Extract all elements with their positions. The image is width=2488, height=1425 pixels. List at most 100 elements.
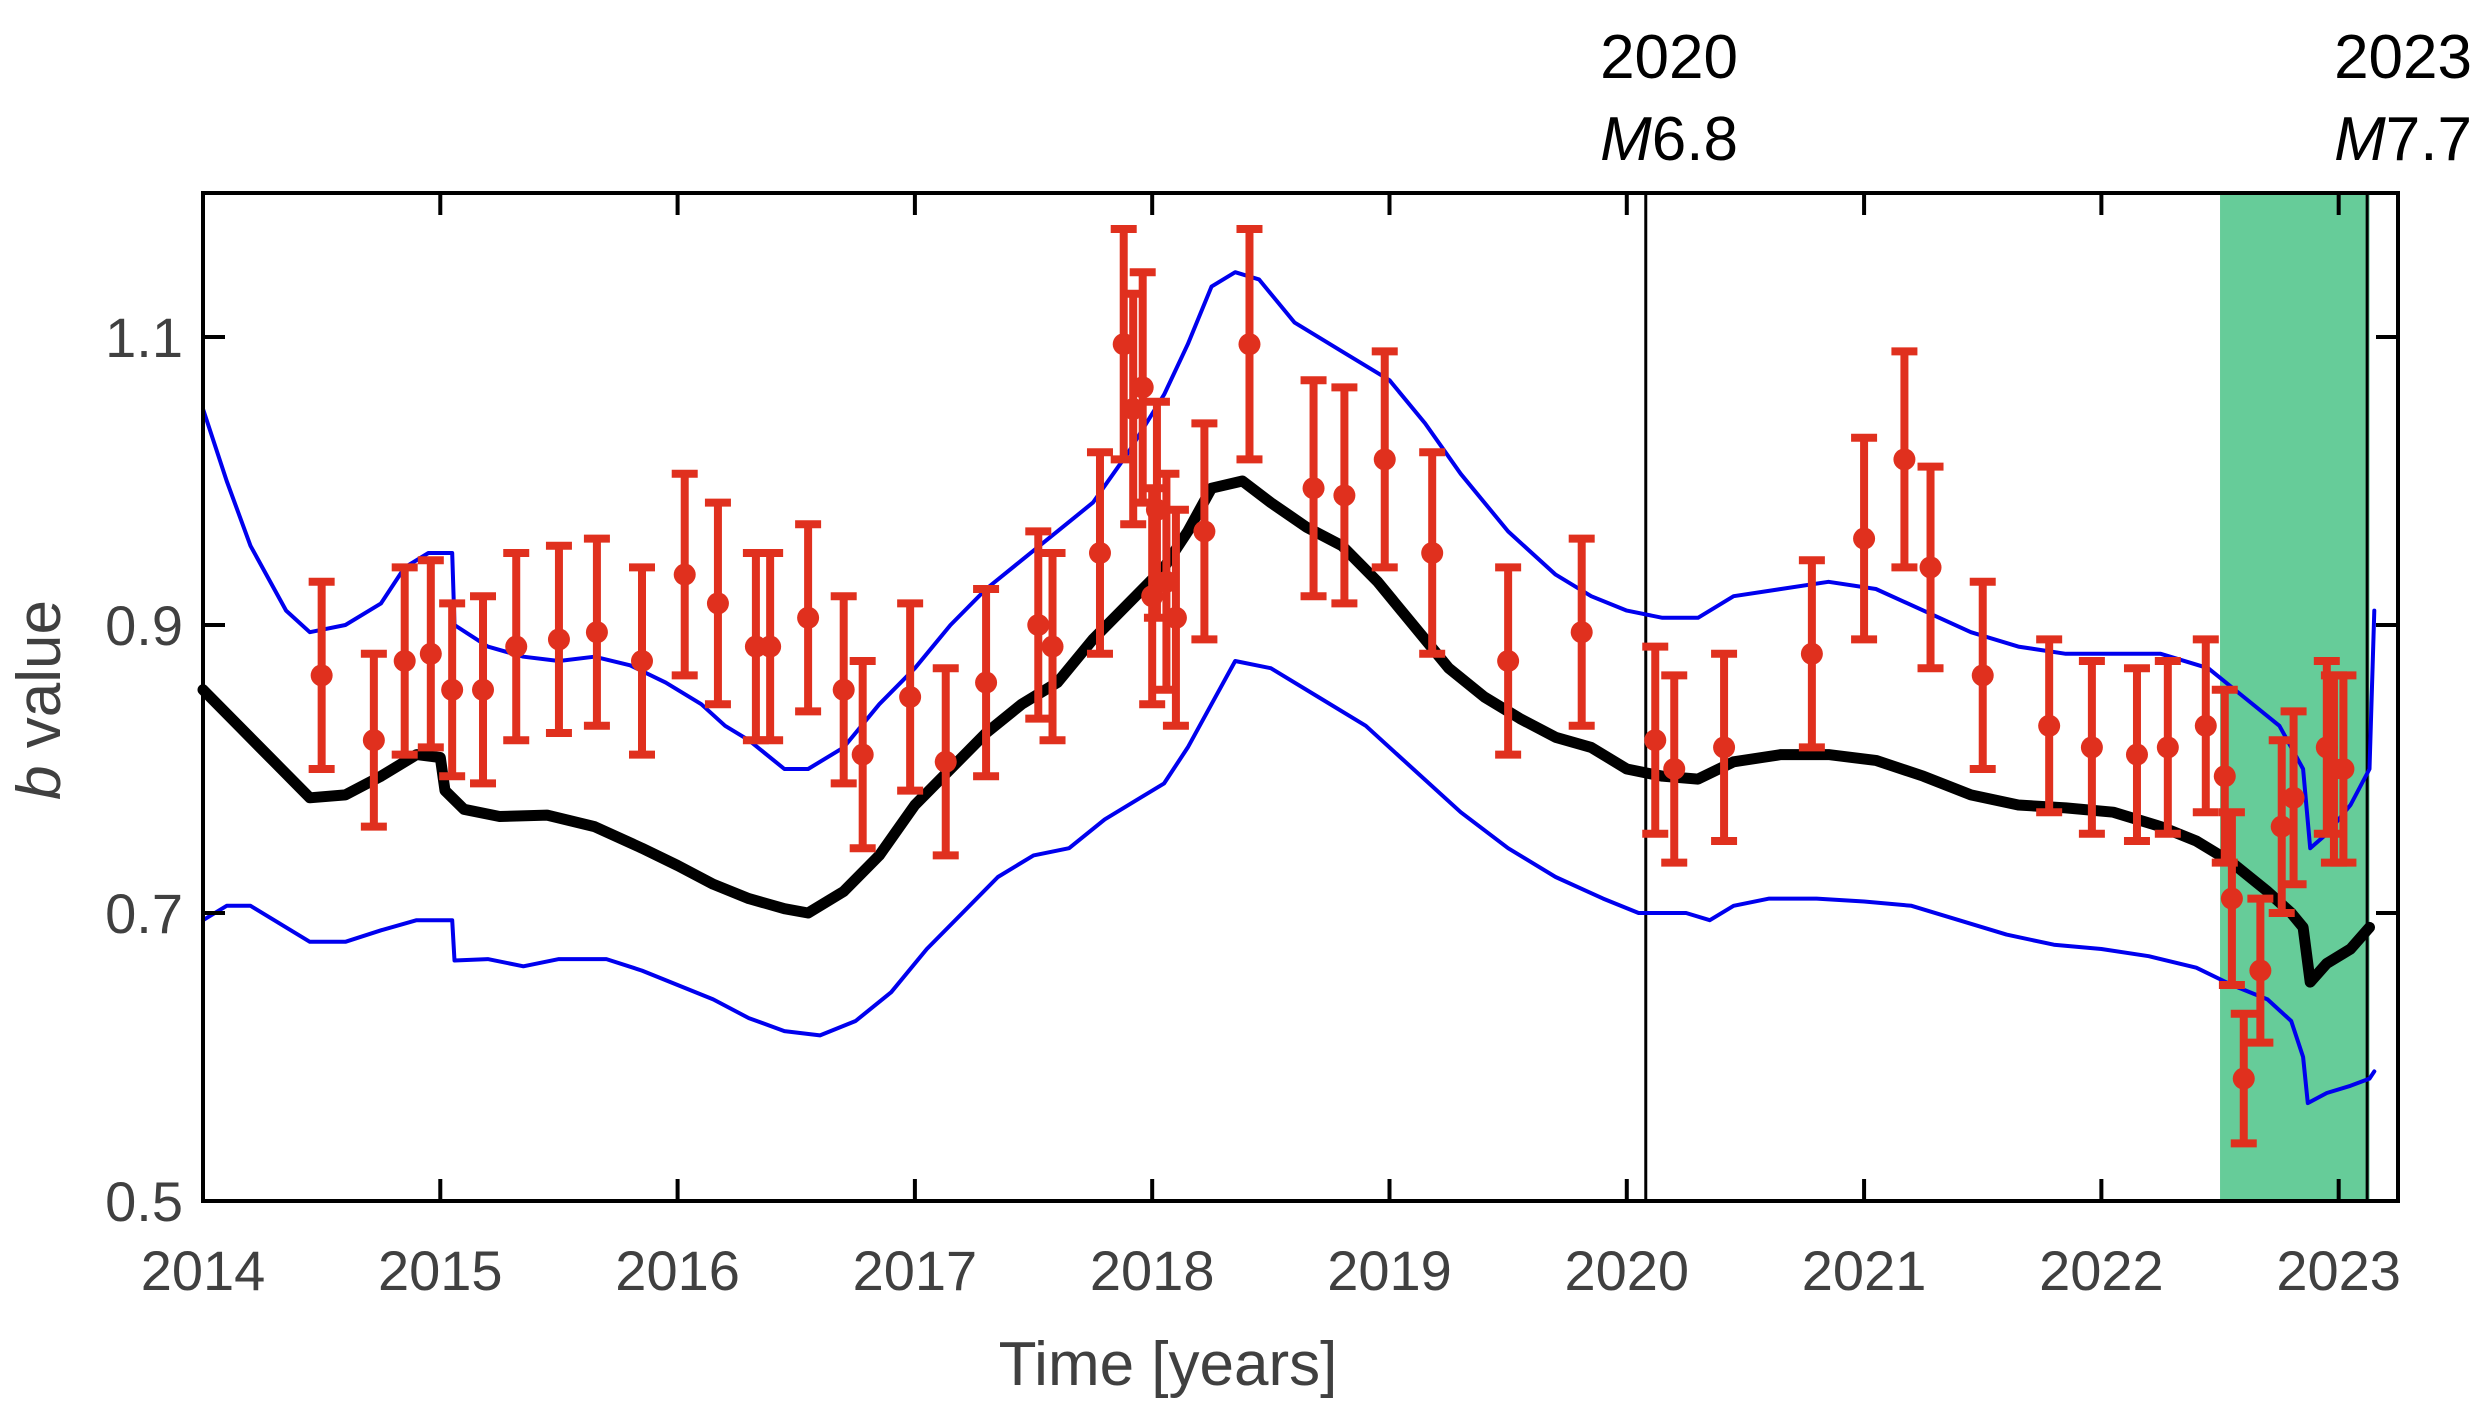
data-point-57 <box>2280 707 2307 889</box>
data-point-marker <box>2270 815 2293 838</box>
event-2023-magnitude-value: 7.7 <box>2386 105 2472 174</box>
data-point-32 <box>1236 225 1263 464</box>
data-point-marker <box>1088 542 1111 564</box>
data-point-marker <box>1919 556 1942 579</box>
data-point-39 <box>1642 642 1669 838</box>
data-point-4 <box>417 556 444 752</box>
data-point-marker <box>1800 642 1823 665</box>
data-point-marker <box>2125 743 2148 766</box>
event-2020-magnitude-label: M6.8 <box>1600 105 1738 174</box>
data-point-marker <box>2282 786 2305 809</box>
data-point-marker <box>1131 376 1154 399</box>
data-point-16 <box>830 592 857 788</box>
plot-frame <box>201 191 2400 1203</box>
data-point-marker <box>1041 635 1064 658</box>
series-lower-bound <box>201 659 2377 1106</box>
data-point-36 <box>1419 448 1446 658</box>
x-tick-label-2018: 2018 <box>1090 1239 1215 1302</box>
data-point-marker <box>851 743 874 766</box>
data-point-15 <box>795 520 822 716</box>
data-point-14 <box>757 549 784 745</box>
data-point-marker <box>673 563 696 586</box>
data-point-marker <box>631 650 653 672</box>
data-point-33 <box>1300 376 1327 601</box>
x-tick-label-2017: 2017 <box>853 1239 978 1302</box>
data-point-marker <box>1713 736 1736 759</box>
data-point-marker <box>1193 520 1216 543</box>
data-point-marker <box>1164 606 1187 629</box>
data-point-1 <box>308 577 335 773</box>
data-point-38 <box>1568 534 1595 730</box>
data-point-marker <box>505 635 528 658</box>
event-2023-year-label: 2023 <box>2334 23 2472 92</box>
event-2023-magnitude-prefix: M <box>2334 105 2386 174</box>
x-axis-label: Time [years] <box>999 1330 1338 1399</box>
data-point-22 <box>1039 549 1066 745</box>
y-axis-label-italic: b <box>5 765 74 799</box>
data-point-24 <box>1110 225 1137 464</box>
data-point-marker <box>2249 959 2272 982</box>
data-point-41 <box>1711 649 1738 845</box>
x-tick-label-2019: 2019 <box>1327 1239 1452 1302</box>
data-point-marker <box>1421 542 1444 564</box>
data-point-5 <box>439 599 466 781</box>
data-point-53 <box>2218 808 2245 989</box>
data-point-17 <box>849 657 876 853</box>
data-point-40 <box>1661 671 1688 867</box>
data-point-30 <box>1162 505 1189 730</box>
data-point-21 <box>1025 527 1052 723</box>
x-tick-label-2023: 2023 <box>2276 1239 2401 1302</box>
data-point-marker <box>2194 714 2217 737</box>
event-2020-year-label: 2020 <box>1600 23 1738 92</box>
data-point-54 <box>2230 1009 2257 1148</box>
data-point-marker <box>1663 758 1686 780</box>
data-point-48 <box>2078 657 2105 838</box>
y-tick-label-0-9: 0.9 <box>105 594 183 657</box>
data-point-marker <box>706 592 729 615</box>
data-point-marker <box>2038 714 2061 737</box>
data-point-23 <box>1086 448 1113 658</box>
data-point-51 <box>2192 635 2219 817</box>
data-point-marker <box>362 729 385 752</box>
data-point-marker <box>2156 736 2179 759</box>
data-point-8 <box>545 541 572 737</box>
x-tick-label-2015: 2015 <box>378 1239 503 1302</box>
data-point-marker <box>1644 729 1667 752</box>
x-tick-label-2022: 2022 <box>2039 1239 2164 1302</box>
y-tick-label-1-1: 1.1 <box>105 306 183 369</box>
data-point-marker <box>547 628 570 651</box>
data-point-55 <box>2247 894 2274 1047</box>
data-point-marker <box>585 621 608 644</box>
data-point-marker <box>1238 333 1261 356</box>
data-point-47 <box>2036 635 2063 817</box>
event-2020-magnitude-value: 6.8 <box>1652 105 1738 174</box>
data-point-marker <box>2213 765 2236 788</box>
data-point-37 <box>1495 563 1522 759</box>
data-point-marker <box>2080 736 2103 759</box>
data-point-marker <box>2332 758 2355 780</box>
data-point-marker <box>2220 887 2243 910</box>
data-point-60 <box>2330 671 2357 867</box>
data-point-marker <box>1893 448 1916 471</box>
data-point-7 <box>503 549 530 745</box>
y-tick-label-0-5: 0.5 <box>105 1170 183 1233</box>
data-point-marker <box>832 678 855 701</box>
data-point-46 <box>1969 577 1996 773</box>
data-point-35 <box>1371 347 1398 572</box>
data-point-marker <box>393 650 416 672</box>
x-tick-label-2020: 2020 <box>1564 1239 1689 1302</box>
data-point-marker <box>472 678 495 701</box>
event-2023-magnitude-label: M7.7 <box>2334 105 2472 174</box>
data-point-31 <box>1191 419 1218 644</box>
y-axis-label-text: value <box>5 600 74 765</box>
data-point-49 <box>2123 664 2150 845</box>
data-point-20 <box>973 585 1000 781</box>
data-point-26 <box>1129 268 1156 507</box>
data-point-marker <box>1853 527 1876 550</box>
event-2020-magnitude-prefix: M <box>1600 105 1652 174</box>
data-point-44 <box>1891 347 1918 572</box>
data-point-11 <box>671 469 698 680</box>
x-tick-label-2021: 2021 <box>1802 1239 1927 1302</box>
data-point-42 <box>1798 556 1825 752</box>
